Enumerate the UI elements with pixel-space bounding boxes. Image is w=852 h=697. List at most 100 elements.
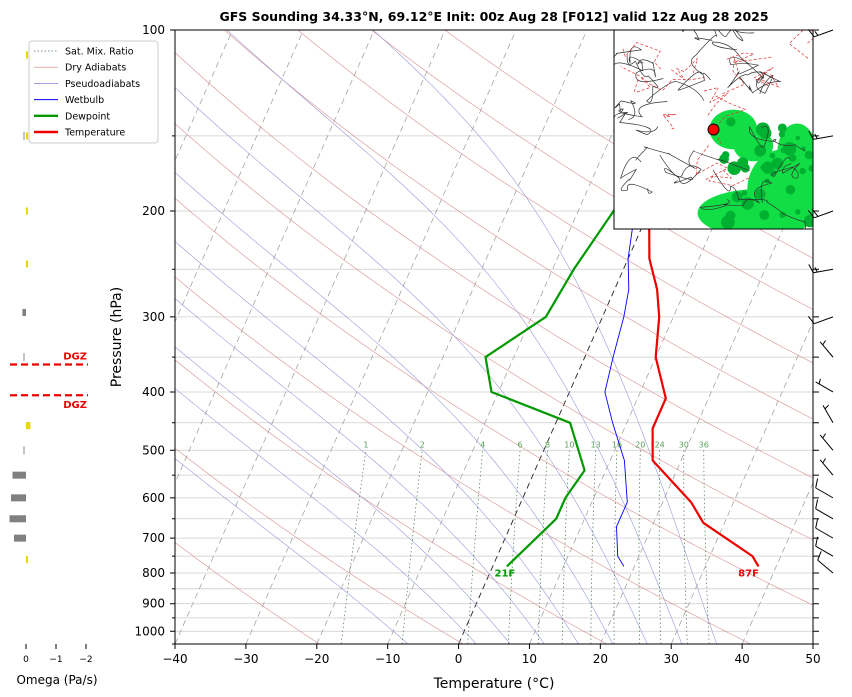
pseudoadiabat [372,30,717,644]
omega-tick-label: 0 [23,655,29,665]
x-tick-label: −30 [233,652,258,666]
wind-barb-flag [817,551,822,561]
thickness-contour [620,66,651,93]
wind-barb-flag [807,315,815,325]
wind-barb-half-flag [822,458,826,464]
pressure-contour [739,71,782,94]
pressure-contour [770,157,801,179]
dry-adiabat [224,30,813,420]
omega-tick-label: −1 [49,655,62,665]
y-tick-label: 900 [142,597,165,611]
dry-adiabat [371,30,813,310]
sounding-location-marker [707,123,720,136]
wind-barb-flag [807,210,815,219]
wind-barb-shaft [819,434,834,451]
thickness-contour [726,52,772,63]
omega-bar [26,556,28,564]
wind-barb-shaft [819,459,834,476]
pressure-contour [681,30,713,41]
x-tick-label: −40 [162,652,187,666]
wind-barb-shaft [822,405,834,424]
isotherm-line [600,159,813,644]
y-axis-label: Pressure (hPa) [109,287,125,387]
wind-barb-flag [808,130,814,140]
precip-cell [785,184,796,195]
wind-barb-shaft [815,508,834,520]
dgz-label: DGZ [63,351,87,362]
omega-bar [9,515,26,523]
x-axis-label: Temperature (°C) [433,676,555,692]
omega-bar [26,207,28,215]
wind-barb-shaft [815,545,834,557]
omega-bar [11,494,26,502]
pressure-contour [717,30,755,42]
wind-barb-flag [808,264,814,273]
omega-bar [14,534,26,542]
isotherm-line [812,643,813,644]
precip-cell [788,154,797,162]
mixing-ratio-label: 10 [564,440,574,449]
pseudoadiabat [175,241,579,644]
isotherms [0,30,813,644]
precip-cell [760,164,768,171]
wind-barb-shaft [814,210,834,219]
x-axis: −40 −30 −20 −10 0 10 20 30 40 50 [162,644,821,666]
wind-barb-half-flag [822,340,826,346]
precip-cell [755,188,766,200]
isotherm-line [670,320,813,644]
x-tick-label: 10 [522,652,537,666]
legend-label: Sat. Mix. Ratio [65,47,134,58]
y-tick-label: 1000 [134,624,165,638]
y-tick-label: 100 [142,23,165,37]
precip-cell [726,117,736,127]
precip-cell [719,153,730,164]
wind-barb-shaft [814,316,834,325]
y-tick-label: 600 [142,491,165,505]
thickness-contour [695,145,729,181]
wind-barb-shaft [815,381,834,393]
dry-adiabat [175,123,813,541]
mixing-ratio-label: 13 [591,440,601,449]
isotherm-line [175,30,375,484]
dry-adiabat [175,276,751,644]
pseudoadiabat [226,30,683,644]
precip-cell [737,157,749,169]
y-tick-label: 200 [142,204,165,218]
wind-barb-flag [815,518,819,529]
wind-barb-shaft [813,135,834,140]
pressure-contour [727,56,772,89]
mixing-ratio-label: 2 [420,440,425,449]
mixing-ratio-label: 30 [679,440,689,449]
thickness-contour [670,57,699,81]
dgz-label: DGZ [63,400,87,411]
x-tick-label: 50 [805,652,820,666]
mixing-ratio-label: 20 [635,440,645,449]
pressure-contour [699,180,773,211]
wind-barb-half-flag [822,433,826,439]
dry-adiabat [175,197,813,606]
pressure-contour [614,100,668,120]
pseudoadiabat [175,87,648,644]
mixing-ratio-label: 1 [363,440,368,449]
precip-cell [777,123,787,133]
dry-adiabat [175,52,813,479]
wind-barb-shaft [815,527,834,539]
dry-adiabats [175,30,813,644]
precip-cell [759,210,770,220]
precip-cell [778,131,786,138]
legend-label: Temperature [64,128,125,139]
surface-temperature-label: 87F [738,568,759,579]
dry-adiabat [175,447,464,644]
surface-dewpoint-label: 21F [495,568,516,579]
precip-cell [779,211,786,218]
legend-label: Pseudoadiabats [65,79,140,90]
y-tick-label: 700 [142,531,165,545]
wind-barb-half-flag [824,404,829,410]
mixing-ratio-label: 24 [655,440,665,449]
omega-panel: 0 −1 −2 DGZ DGZ [9,51,110,665]
x-tick-label: −10 [375,652,400,666]
wind-barb-flag [807,29,815,38]
omega-bar [26,132,28,140]
isotherm-line [0,30,20,644]
wind-barb-shaft [814,29,834,38]
